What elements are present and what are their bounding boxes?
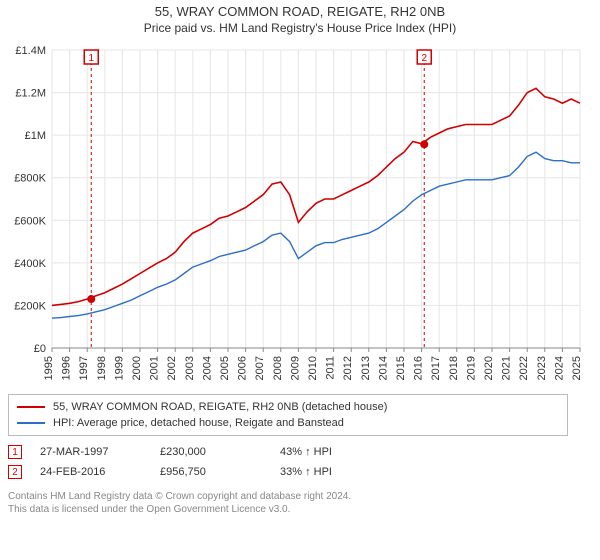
svg-text:2: 2 (421, 53, 427, 64)
svg-text:2023: 2023 (536, 356, 548, 380)
svg-text:1: 1 (88, 53, 94, 64)
svg-text:1996: 1996 (61, 356, 73, 380)
svg-text:2004: 2004 (201, 356, 213, 380)
svg-text:2011: 2011 (325, 356, 337, 380)
legend: 55, WRAY COMMON ROAD, REIGATE, RH2 0NB (… (8, 394, 568, 436)
legend-row: 55, WRAY COMMON ROAD, REIGATE, RH2 0NB (… (17, 399, 559, 415)
svg-text:1995: 1995 (43, 356, 55, 380)
svg-text:2006: 2006 (237, 356, 249, 380)
svg-text:2009: 2009 (289, 356, 301, 380)
svg-text:2010: 2010 (307, 356, 319, 380)
svg-text:1997: 1997 (78, 356, 90, 380)
svg-text:2003: 2003 (184, 356, 196, 380)
legend-row: HPI: Average price, detached house, Reig… (17, 415, 559, 431)
svg-text:£600K: £600K (14, 216, 46, 228)
footer-line: Contains HM Land Registry data © Crown c… (8, 490, 568, 503)
svg-text:£200K: £200K (14, 301, 46, 313)
chart-area: £0 £200K £400K £600K £800K £1M £1.2M £1.4M 1995 1… (8, 42, 592, 392)
sale-price: £956,750 (160, 466, 280, 478)
title-sub: Price paid vs. HM Land Registry's House … (8, 21, 592, 37)
footer-line: This data is licensed under the Open Gov… (8, 503, 568, 516)
svg-text:2025: 2025 (571, 356, 583, 380)
chart-container: 55, WRAY COMMON ROAD, REIGATE, RH2 0NB P… (0, 0, 600, 560)
sale-date: 24-FEB-2016 (40, 466, 160, 478)
title-main: 55, WRAY COMMON ROAD, REIGATE, RH2 0NB (8, 4, 592, 21)
sale-pct: 33% ↑ HPI (280, 466, 400, 478)
legend-swatch-price-paid (17, 406, 45, 408)
svg-text:2008: 2008 (272, 356, 284, 380)
svg-text:2021: 2021 (501, 356, 513, 380)
svg-text:2022: 2022 (518, 356, 530, 380)
svg-text:2013: 2013 (360, 356, 372, 380)
svg-text:£1M: £1M (25, 131, 46, 143)
svg-text:2005: 2005 (219, 356, 231, 380)
svg-text:£1.2M: £1.2M (15, 88, 46, 100)
sale-marker-2: 2 (8, 465, 22, 479)
line-chart-svg: £0 £200K £400K £600K £800K £1M £1.2M £1.4M 1995 1… (8, 42, 592, 392)
svg-text:2015: 2015 (395, 356, 407, 380)
svg-text:2016: 2016 (413, 356, 425, 380)
sale-events: 1 27-MAR-1997 £230,000 43% ↑ HPI 2 24-FE… (8, 442, 568, 482)
svg-text:£0: £0 (34, 343, 46, 355)
svg-text:2012: 2012 (342, 356, 354, 380)
sale-pct: 43% ↑ HPI (280, 446, 400, 458)
svg-text:£400K: £400K (14, 258, 46, 270)
sale-event-row: 2 24-FEB-2016 £956,750 33% ↑ HPI (8, 462, 568, 482)
svg-text:2019: 2019 (465, 356, 477, 380)
svg-text:2000: 2000 (131, 356, 143, 380)
footer: Contains HM Land Registry data © Crown c… (8, 490, 568, 516)
sale-marker-1: 1 (8, 445, 22, 459)
svg-text:1998: 1998 (96, 356, 108, 380)
svg-text:2007: 2007 (254, 356, 266, 380)
legend-label: HPI: Average price, detached house, Reig… (53, 417, 344, 429)
svg-text:2017: 2017 (430, 356, 442, 380)
sale-date: 27-MAR-1997 (40, 446, 160, 458)
sale-event-row: 1 27-MAR-1997 £230,000 43% ↑ HPI (8, 442, 568, 462)
legend-label: 55, WRAY COMMON ROAD, REIGATE, RH2 0NB (… (53, 401, 387, 413)
sale-price: £230,000 (160, 446, 280, 458)
legend-swatch-hpi (17, 422, 45, 424)
svg-text:2020: 2020 (483, 356, 495, 380)
title-block: 55, WRAY COMMON ROAD, REIGATE, RH2 0NB P… (8, 4, 592, 36)
svg-text:2024: 2024 (553, 356, 565, 380)
svg-text:2002: 2002 (166, 356, 178, 380)
svg-text:2014: 2014 (377, 356, 389, 380)
svg-text:2018: 2018 (448, 356, 460, 380)
svg-text:£1.4M: £1.4M (15, 45, 46, 57)
svg-text:1999: 1999 (113, 356, 125, 380)
svg-text:2001: 2001 (149, 356, 161, 380)
svg-text:£800K: £800K (14, 173, 46, 185)
